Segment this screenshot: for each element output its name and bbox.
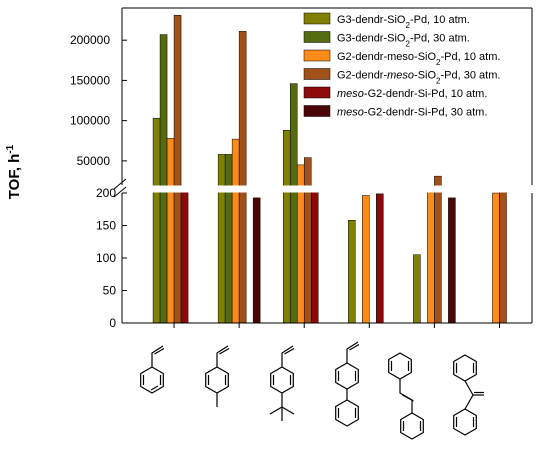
legend-label-2: G2-dendr-meso-SiO2-Pd, 10 atm.: [337, 51, 500, 67]
bar-2-4: [310, 191, 319, 324]
bar-0-2: [166, 138, 175, 324]
axis-break-mark: [113, 178, 127, 190]
legend-label-4: meso-G2-dendr-Si-Pd, 10 atm.: [337, 88, 487, 100]
bar-2-3: [303, 157, 312, 324]
bar-4-2: [427, 191, 435, 324]
y-tick-label-lower-3: 150: [96, 219, 116, 233]
bar-0-0: [152, 117, 161, 324]
y-tick-label-upper-0: 50000: [77, 154, 111, 168]
bar-0-4: [180, 190, 189, 324]
4-tert-butylstyrene-structure: [269, 345, 295, 421]
legend-label-0: G3-dendr-SiO2-Pd, 10 atm.: [337, 14, 470, 30]
y-axis-label: TOF, h-1: [5, 144, 23, 199]
legend-label-1: G3-dendr-SiO2-Pd, 30 atm.: [337, 33, 470, 49]
legend-swatch-0: [303, 12, 331, 25]
bar-3-2: [362, 195, 370, 324]
bar-1-5: [252, 197, 261, 324]
bar-0-3: [173, 14, 182, 324]
bar-1-2: [231, 138, 240, 324]
y-tick-label-lower-2: 100: [96, 251, 116, 265]
y-tick-label-upper-1: 100000: [70, 114, 110, 128]
bar-1-0: [217, 154, 226, 324]
bar-4-5: [448, 197, 456, 324]
y-tick-label-upper-3: 200000: [70, 33, 110, 47]
bar-2-0: [282, 130, 291, 324]
bar-1-1: [224, 154, 233, 324]
1,1-diphenylethylene-structure: [453, 354, 484, 436]
bar-3-4: [376, 193, 384, 324]
bar-0-1: [159, 34, 168, 324]
legend-swatch-1: [303, 31, 331, 43]
axis-break-mark: [113, 186, 127, 198]
legend-label-3: G2-dendr-meso-SiO2-Pd, 30 atm.: [337, 70, 500, 86]
legend-label-5: meso-G2-dendr-Si-Pd, 30 atm.: [337, 107, 487, 119]
bar-5-3: [499, 187, 507, 324]
4-vinylbiphenyl-structure: [335, 341, 360, 427]
styrene-structure: [140, 345, 165, 394]
legend-swatch-4: [303, 86, 331, 99]
legend-swatch-5: [303, 105, 331, 117]
y-tick-label-lower-4: 200: [96, 186, 116, 200]
bar-2-1: [289, 83, 298, 324]
y-tick-label-upper-2: 150000: [70, 73, 110, 87]
bar-4-3: [434, 175, 442, 324]
axis-break-gap: [110, 185, 534, 193]
4-methylstyrene-structure: [205, 345, 230, 407]
legend-swatch-2: [303, 49, 331, 62]
bar-5-2: [492, 192, 500, 324]
bar-1-3: [238, 31, 247, 324]
legend-swatch-3: [303, 68, 331, 80]
bar-4-0: [413, 254, 421, 324]
trans-stilbene-structure: [388, 352, 424, 440]
y-tick-label-lower-1: 50: [103, 284, 117, 298]
bar-3-0: [348, 220, 356, 324]
y-tick-label-lower-0: 0: [109, 316, 116, 330]
